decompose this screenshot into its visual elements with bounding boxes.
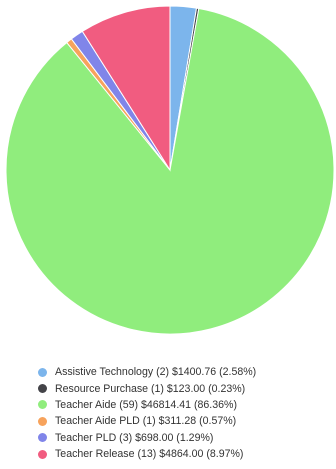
legend-label: Teacher Release (13) $4864.00 (8.97%) xyxy=(55,448,244,461)
legend-marker xyxy=(38,433,47,443)
legend-label: Teacher Aide PLD (1) $311.28 (0.57%) xyxy=(55,415,237,428)
legend-item-resource-purchase[interactable]: Resource Purchase (1) $123.00 (0.23%) xyxy=(38,380,256,396)
legend-item-teacher-pld[interactable]: Teacher PLD (3) $698.00 (1.29%) xyxy=(38,430,256,446)
legend-label: Assistive Technology (2) $1400.76 (2.58%… xyxy=(55,366,257,379)
legend-label: Teacher PLD (3) $698.00 (1.29%) xyxy=(55,431,214,444)
legend-item-teacher-release[interactable]: Teacher Release (13) $4864.00 (8.97%) xyxy=(38,446,256,462)
legend-marker xyxy=(38,367,47,377)
legend-item-teacher-aide-pld[interactable]: Teacher Aide PLD (1) $311.28 (0.57%) xyxy=(38,413,256,429)
pie-chart-canvas xyxy=(5,5,335,335)
pie-chart xyxy=(5,5,335,335)
legend-item-teacher-aide[interactable]: Teacher Aide (59) $46814.41 (86.36%) xyxy=(38,397,256,413)
legend-marker xyxy=(38,384,47,394)
legend-marker xyxy=(38,449,47,459)
legend-label: Teacher Aide (59) $46814.41 (86.36%) xyxy=(55,398,237,411)
legend-marker xyxy=(38,416,47,426)
legend-label: Resource Purchase (1) $123.00 (0.23%) xyxy=(55,382,246,395)
chart-legend: Assistive Technology (2) $1400.76 (2.58%… xyxy=(38,364,256,462)
legend-item-assistive-technology[interactable]: Assistive Technology (2) $1400.76 (2.58%… xyxy=(38,364,256,380)
legend-marker xyxy=(38,400,47,410)
pie-slice-teacher-aide[interactable] xyxy=(5,7,335,335)
pie-slice-teacher-release[interactable] xyxy=(81,5,171,172)
